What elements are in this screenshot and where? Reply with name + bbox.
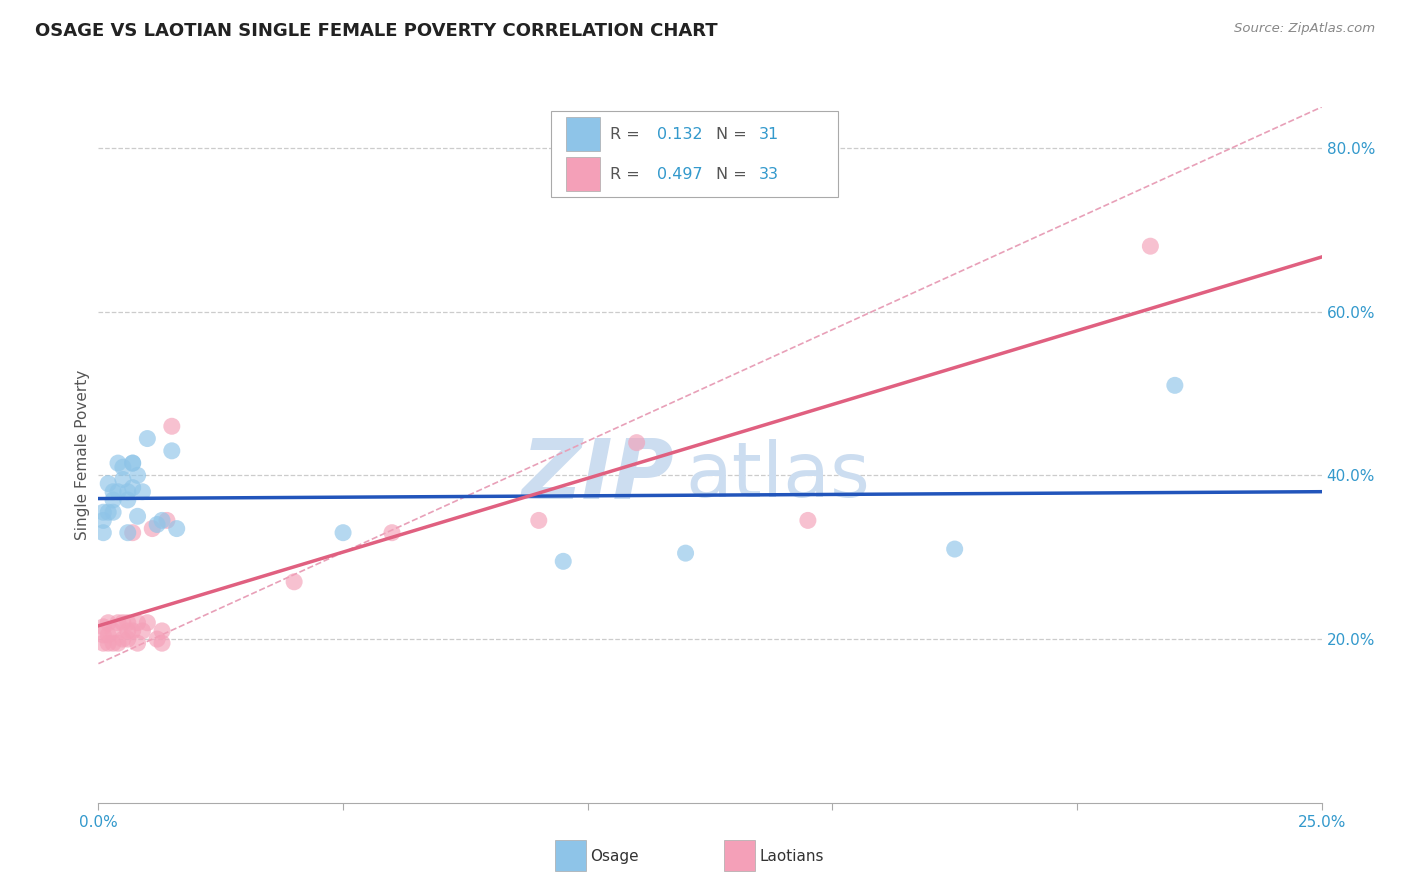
Point (121, 456, 143, 470)
Point (111, 632, 134, 646)
Point (117, 525, 139, 540)
Text: 31: 31 (759, 127, 779, 142)
Point (127, 615, 149, 630)
Point (117, 492, 139, 507)
Point (91, 525, 114, 540)
Text: Source: ZipAtlas.com: Source: ZipAtlas.com (1234, 22, 1375, 36)
Point (141, 522, 163, 536)
Point (1139, 239, 1161, 253)
Point (107, 484, 129, 499)
Point (553, 554, 575, 568)
Point (283, 574, 305, 589)
Point (626, 435, 648, 450)
Point (527, 513, 550, 527)
Point (91, 628, 114, 642)
Text: ZIP: ZIP (520, 435, 673, 516)
Point (91, 513, 114, 527)
Point (127, 468, 149, 483)
Text: 33: 33 (759, 167, 779, 182)
Text: N =: N = (716, 127, 752, 142)
Y-axis label: Single Female Poverty: Single Female Poverty (75, 370, 90, 540)
Point (797, 513, 820, 527)
Point (101, 492, 124, 507)
Point (97, 615, 120, 630)
Point (121, 624, 143, 638)
Point (91, 505, 114, 519)
Point (117, 624, 139, 638)
Point (160, 443, 183, 458)
Point (943, 542, 966, 557)
Point (97, 505, 120, 519)
Text: Laotians: Laotians (759, 849, 824, 863)
Point (150, 636, 173, 650)
Point (146, 632, 169, 646)
Point (127, 636, 149, 650)
Point (136, 432, 159, 446)
Point (97, 636, 120, 650)
Text: R =: R = (610, 127, 644, 142)
Point (131, 624, 153, 638)
Point (111, 615, 134, 630)
Point (91, 636, 114, 650)
Point (91, 620, 114, 634)
Text: atlas: atlas (686, 439, 870, 513)
Point (166, 522, 188, 536)
Point (101, 505, 124, 519)
Point (111, 460, 134, 475)
Point (117, 484, 139, 499)
Point (150, 513, 173, 527)
Text: N =: N = (716, 167, 752, 182)
Point (97, 628, 120, 642)
Text: 0.132: 0.132 (658, 127, 703, 142)
Point (332, 525, 354, 540)
Point (150, 624, 173, 638)
Point (1164, 378, 1187, 392)
Point (675, 546, 697, 560)
Point (97, 476, 120, 491)
Point (101, 624, 124, 638)
Point (107, 456, 129, 470)
Point (107, 615, 129, 630)
Point (101, 484, 124, 499)
Point (381, 525, 404, 540)
FancyBboxPatch shape (565, 158, 600, 191)
Point (117, 632, 139, 646)
Point (136, 615, 159, 630)
Point (146, 517, 169, 532)
Point (117, 615, 139, 630)
Point (121, 525, 143, 540)
FancyBboxPatch shape (565, 118, 600, 151)
Point (127, 509, 149, 524)
Point (107, 636, 129, 650)
Text: OSAGE VS LAOTIAN SINGLE FEMALE POVERTY CORRELATION CHART: OSAGE VS LAOTIAN SINGLE FEMALE POVERTY C… (35, 22, 718, 40)
Text: R =: R = (610, 167, 644, 182)
Point (131, 484, 153, 499)
FancyBboxPatch shape (551, 111, 838, 197)
Point (121, 481, 143, 495)
Point (156, 513, 179, 527)
Point (160, 419, 183, 434)
Text: Osage: Osage (591, 849, 640, 863)
Point (111, 473, 134, 487)
Point (121, 456, 143, 470)
Text: 0.497: 0.497 (658, 167, 703, 182)
Point (101, 636, 124, 650)
